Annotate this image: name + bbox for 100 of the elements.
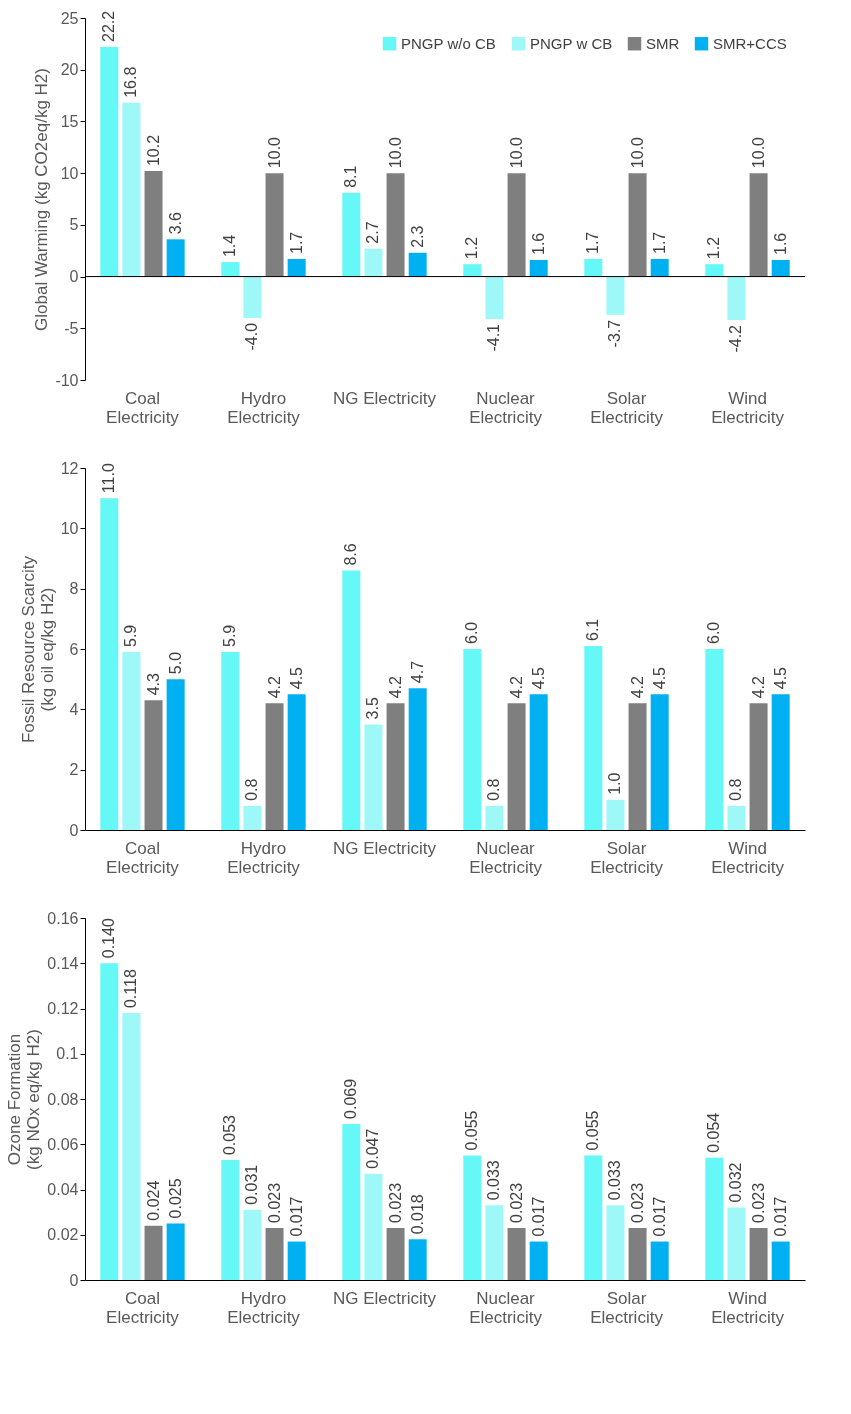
data-label: 4.5 — [650, 666, 668, 690]
y-axis-title: Ozone Formation (kg NOx eq/kg H2) — [5, 1029, 44, 1170]
data-label: 0.033 — [485, 1160, 503, 1201]
data-label: 5.9 — [122, 624, 140, 648]
x-tick-label: Hydro Electricity — [227, 1288, 301, 1327]
data-label: 4.2 — [386, 675, 404, 699]
x-tick-label: Solar Electricity — [590, 1288, 664, 1327]
y-tick-label: 0.08 — [47, 1090, 79, 1108]
y-tick-label: 25 — [60, 9, 79, 27]
legend-label: SMR+CCS — [713, 34, 787, 52]
y-tick-label: 15 — [60, 112, 79, 130]
data-label: 8.1 — [342, 165, 360, 188]
data-label: 11.0 — [100, 463, 118, 494]
x-tick-label: NG Electricity — [333, 388, 437, 408]
x-tick-label: Solar Electricity — [590, 838, 664, 877]
data-label: -4.2 — [727, 324, 745, 353]
data-label: 1.7 — [650, 231, 668, 254]
y-tick-label: 8 — [69, 580, 79, 598]
y-tick-label: 0.06 — [47, 1135, 79, 1153]
data-label: 0.017 — [650, 1196, 668, 1237]
legend-label: PNGP w/o CB — [401, 34, 496, 52]
data-label: 3.5 — [364, 697, 382, 720]
data-label: 0.053 — [221, 1114, 239, 1156]
data-label: 0.023 — [507, 1182, 525, 1223]
x-tick-label: Wind Electricity — [711, 1288, 785, 1327]
y-tick-label: 0 — [69, 821, 79, 839]
data-label: 0.017 — [287, 1196, 305, 1237]
data-label: 1.6 — [529, 232, 547, 256]
data-label: 0.140 — [100, 918, 118, 959]
y-tick-label: 10 — [60, 164, 79, 182]
y-tick-label: 0 — [69, 268, 79, 286]
x-tick-label: Hydro Electricity — [227, 388, 301, 427]
data-label: 1.2 — [463, 236, 481, 260]
x-tick-label: Coal Electricity — [106, 1288, 180, 1327]
x-tick-label: Nuclear Electricity — [469, 1288, 543, 1327]
data-label: 0.023 — [265, 1182, 283, 1223]
x-tick-label: Solar Electricity — [590, 388, 664, 427]
x-tick-label: Nuclear Electricity — [469, 838, 543, 877]
x-tick-label: Nuclear Electricity — [469, 388, 543, 427]
data-label: 10.0 — [265, 136, 283, 169]
y-tick-label: 0.1 — [56, 1045, 79, 1063]
x-tick-label: Hydro Electricity — [227, 838, 301, 877]
data-label: 0.023 — [386, 1182, 404, 1223]
data-label: 10.0 — [749, 136, 767, 169]
data-label: 6.1 — [584, 618, 602, 641]
data-label: 0.054 — [705, 1112, 723, 1153]
data-label: 4.2 — [628, 675, 646, 699]
data-label: 0.047 — [364, 1128, 382, 1169]
data-label: 0.023 — [749, 1182, 767, 1223]
y-tick-label: 10 — [60, 519, 79, 537]
data-label: 0.8 — [727, 778, 745, 801]
data-label: 0.017 — [771, 1196, 789, 1237]
data-label: 10.0 — [386, 136, 404, 169]
data-label: 4.5 — [287, 666, 305, 690]
data-label: 0.032 — [727, 1162, 745, 1203]
data-label: 0.017 — [529, 1196, 547, 1237]
data-label: 0.069 — [342, 1078, 360, 1119]
y-tick-label: -10 — [55, 371, 79, 389]
data-label: 1.6 — [771, 232, 789, 256]
x-tick-label: Coal Electricity — [106, 838, 180, 877]
x-tick-label: NG Electricity — [333, 1288, 437, 1308]
data-label: 1.7 — [287, 231, 305, 254]
data-label: -4.1 — [485, 323, 503, 352]
data-label: 6.0 — [463, 621, 481, 644]
data-label: 4.2 — [749, 675, 767, 699]
data-label: 0.018 — [408, 1194, 426, 1235]
data-label: 5.0 — [166, 651, 184, 675]
data-label: 4.5 — [529, 666, 547, 690]
data-label: 1.7 — [584, 231, 602, 254]
data-label: 4.2 — [265, 675, 283, 699]
legend-label: SMR — [646, 34, 680, 52]
y-axis-title: Global Warming (kg CO2eq/kg H2) — [32, 68, 52, 331]
y-tick-label: 0.14 — [47, 954, 79, 972]
data-label: 4.7 — [408, 660, 426, 684]
x-tick-label: Wind Electricity — [711, 388, 785, 427]
x-tick-label: NG Electricity — [333, 838, 437, 858]
data-label: -4.0 — [243, 322, 261, 351]
y-tick-label: 2 — [69, 761, 79, 779]
data-label: 0.033 — [606, 1160, 624, 1201]
data-label: 3.6 — [166, 211, 184, 235]
data-label: 8.6 — [342, 543, 360, 566]
data-label: 0.055 — [463, 1110, 481, 1151]
y-tick-label: 0.04 — [47, 1181, 79, 1198]
data-label: 0.025 — [166, 1178, 184, 1219]
data-label: -3.7 — [606, 319, 624, 348]
data-label: 16.8 — [122, 66, 140, 98]
y-tick-label: -5 — [64, 319, 79, 337]
y-tick-label: 5 — [69, 216, 79, 234]
legend-label: PNGP w CB — [530, 34, 613, 52]
y-tick-label: 20 — [60, 61, 79, 79]
data-label: 0.118 — [122, 969, 140, 1009]
data-label: 5.9 — [221, 624, 239, 648]
data-label: 1.0 — [606, 772, 624, 795]
x-tick-label: Coal Electricity — [106, 388, 180, 427]
data-label: 10.2 — [144, 134, 162, 167]
data-label: 2.7 — [364, 221, 382, 244]
data-label: 10.0 — [628, 136, 646, 169]
data-label: 4.2 — [507, 675, 525, 699]
data-label: 1.2 — [705, 236, 723, 260]
y-axis-title: Fossil Resource Scarcity (kg oil eq/kg H2) — [18, 555, 57, 744]
